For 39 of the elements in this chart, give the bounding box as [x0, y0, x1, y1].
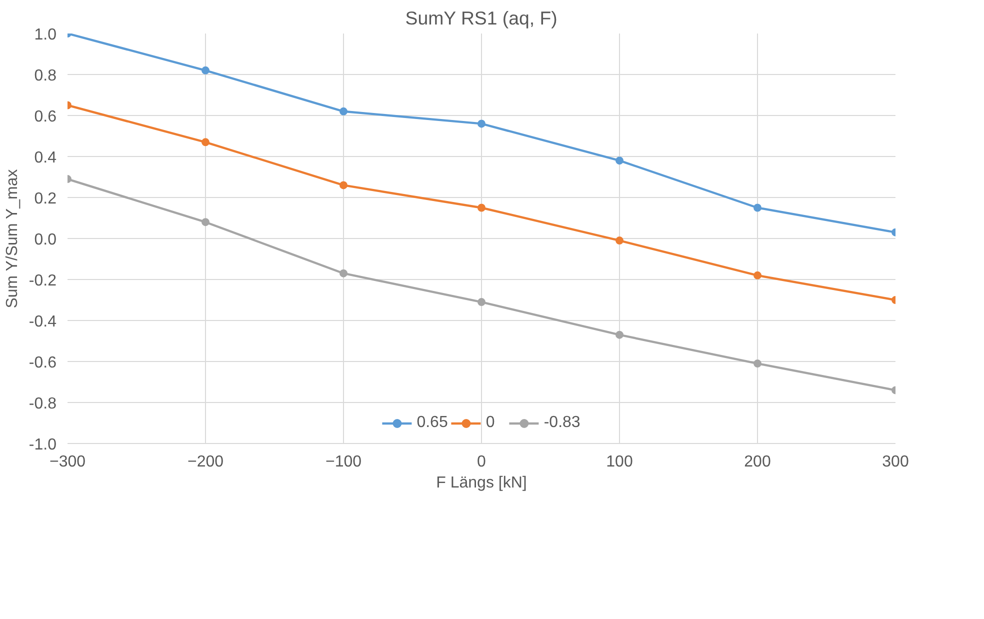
x-tick-label: 0	[477, 454, 486, 470]
x-tick-label: −100	[325, 454, 362, 470]
x-tick-label: −300	[49, 454, 86, 470]
x-tick-label: −200	[187, 454, 224, 470]
point	[754, 271, 762, 280]
y-tick-label: -1.0	[28, 436, 57, 454]
point	[478, 120, 486, 128]
point	[754, 204, 762, 212]
point	[478, 204, 486, 212]
point	[754, 360, 762, 368]
chart-title: SumY RS1 (aq, F)	[405, 8, 558, 28]
legend-label: 0	[486, 414, 496, 432]
point	[616, 156, 624, 165]
x-tick-label: 300	[882, 454, 909, 470]
y-tick-label: -0.8	[28, 396, 57, 412]
x-tick-label: 100	[606, 454, 633, 470]
point	[340, 181, 348, 190]
point	[478, 298, 486, 306]
y-tick-label: -0.2	[28, 272, 57, 290]
x-axis-title: F Längs [kN]	[436, 474, 527, 492]
point	[340, 269, 348, 278]
point	[202, 218, 210, 226]
y-tick-label: 0.8	[34, 68, 57, 84]
point	[340, 107, 348, 116]
point	[616, 236, 624, 245]
point	[616, 330, 624, 339]
y-tick-label: 0.2	[34, 190, 57, 208]
y-axis-title: Sum Y/Sum Y_max	[4, 169, 21, 308]
point	[202, 138, 210, 146]
y-tick-label: 0.4	[34, 150, 57, 166]
y-tick-label: 1.0	[34, 26, 57, 44]
y-tick-label: 0.0	[34, 232, 57, 248]
y-tick-label: 0.6	[34, 108, 57, 126]
y-tick-label: -0.6	[28, 354, 57, 372]
legend-label: 0.65	[416, 414, 448, 432]
x-tick-label: 200	[744, 454, 771, 470]
point	[202, 66, 210, 74]
legend-label: -0.83	[544, 414, 580, 432]
y-tick-label: -0.4	[28, 314, 57, 330]
